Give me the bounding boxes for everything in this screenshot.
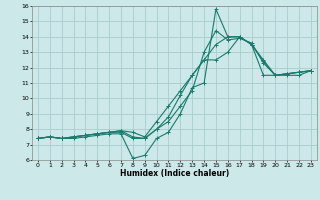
X-axis label: Humidex (Indice chaleur): Humidex (Indice chaleur) (120, 169, 229, 178)
